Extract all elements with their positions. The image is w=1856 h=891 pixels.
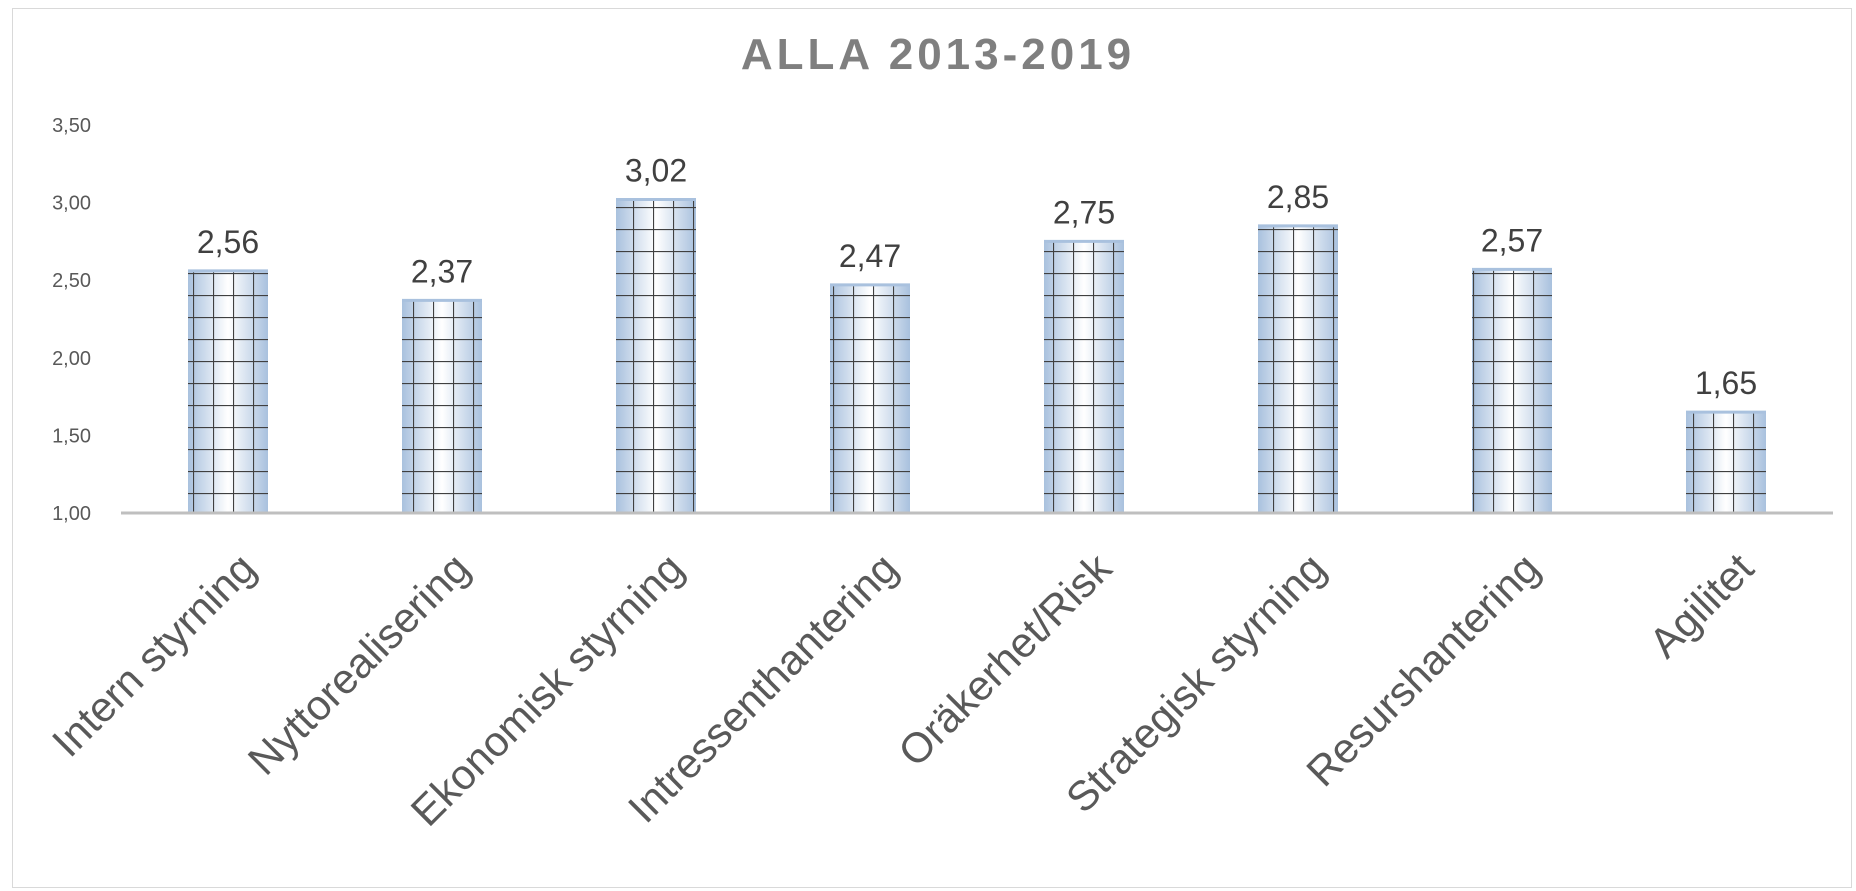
y-tick-label: 3,00 bbox=[52, 193, 91, 215]
data-label: 2,57 bbox=[1481, 222, 1543, 258]
y-tick-label: 3,50 bbox=[52, 115, 91, 137]
bar-pattern bbox=[188, 270, 268, 513]
bar bbox=[616, 197, 696, 513]
data-label: 2,37 bbox=[411, 253, 473, 289]
bar-chart: ALLA 2013-2019 1,001,502,002,503,003,50 … bbox=[43, 30, 1833, 835]
x-tick-label: Intern styrning bbox=[43, 544, 264, 765]
y-tick-label: 2,50 bbox=[52, 270, 91, 292]
bar-pattern bbox=[1686, 412, 1766, 513]
y-tick-label: 1,50 bbox=[52, 425, 91, 447]
bar-pattern bbox=[616, 199, 696, 513]
bar-pattern bbox=[1472, 269, 1552, 513]
data-labels: 2,56 2,37 3,02 2,47 2,75 2,85 2,57 1,65 bbox=[197, 152, 1757, 401]
data-label: 2,56 bbox=[197, 224, 259, 260]
bar bbox=[830, 283, 910, 513]
bar bbox=[188, 269, 268, 513]
bar bbox=[1686, 410, 1766, 513]
data-label: 1,65 bbox=[1695, 365, 1757, 401]
y-axis-ticks: 1,00 1,50 2,00 2,50 3,00 3,50 bbox=[52, 115, 91, 525]
bar bbox=[1472, 267, 1552, 513]
y-tick-label: 1,00 bbox=[52, 503, 91, 525]
data-label: 3,02 bbox=[625, 152, 687, 188]
y-tick-label: 2,00 bbox=[52, 348, 91, 370]
bar-pattern bbox=[830, 284, 910, 513]
x-axis-ticks: Intern styrningNyttorealiseringEkonomisk… bbox=[43, 543, 1763, 834]
data-label: 2,47 bbox=[839, 238, 901, 274]
bar-pattern bbox=[402, 300, 482, 513]
chart-frame: ALLA 2013-2019 1,00 1,50 2,00 2,50 3,00 3,50 … bbox=[12, 8, 1852, 888]
x-tick-label: Resurshantering bbox=[1297, 544, 1548, 795]
bars bbox=[188, 197, 1766, 513]
chart-title: ALLA 2013-2019 bbox=[741, 30, 1135, 79]
data-label: 2,85 bbox=[1267, 179, 1329, 215]
x-tick-label: Nyttorealisering bbox=[239, 544, 479, 784]
data-label: 2,75 bbox=[1053, 194, 1115, 230]
bar bbox=[402, 298, 482, 513]
bar-pattern bbox=[1258, 225, 1338, 513]
x-tick-label: Oräkerhet/Risk bbox=[889, 543, 1121, 775]
bar-pattern bbox=[1044, 241, 1124, 513]
x-tick-label: Agilitet bbox=[1640, 544, 1763, 667]
bar bbox=[1044, 239, 1124, 513]
bar bbox=[1258, 224, 1338, 513]
